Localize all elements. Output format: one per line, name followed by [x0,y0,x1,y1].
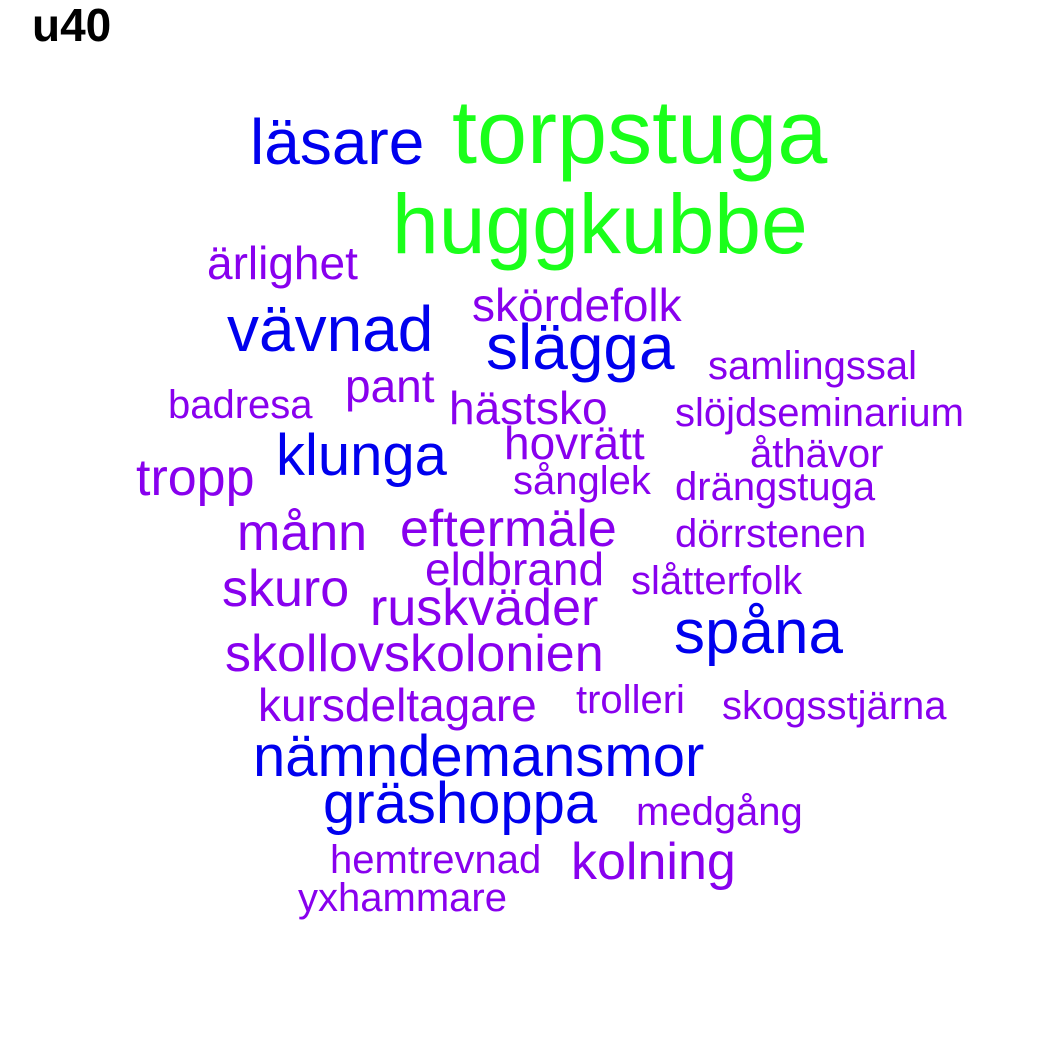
word-28: skollovskolonien [225,625,604,683]
word-32: medgång [636,790,803,834]
word-35: yxhammare [298,876,507,920]
word-8: gräshoppa [323,771,598,836]
word-33: hemtrevnad [330,838,542,882]
word-10: skördefolk [472,279,682,331]
word-6: klunga [276,423,447,488]
word-7: nämndemansmor [253,724,705,789]
word-1: huggkubbe [392,177,808,271]
word-34: kolning [571,833,736,891]
word-29: kursdeltagare [258,679,537,731]
word-30: trolleri [576,678,685,722]
word-13: badresa [168,383,313,427]
word-20: drängstuga [675,465,876,509]
word-9: ärlighet [207,237,358,289]
word-21: månn [237,504,368,562]
word-12: pant [345,360,435,412]
word-22: eftermäle [400,500,617,558]
word-24: eldbrand [425,543,605,595]
word-2: läsare [250,106,425,178]
word-5: spåna [674,598,843,667]
word-25: slåtterfolk [631,559,803,603]
word-16: hovrätt [504,417,645,469]
panel-title: u40 [32,0,112,51]
word-26: skuro [222,560,350,618]
word-19: sånglek [513,459,651,503]
word-0: torpstuga [452,83,828,183]
word-31: skogsstjärna [722,684,947,728]
word-23: dörrstenen [675,512,867,556]
word-11: samlingssal [708,344,917,388]
word-17: åthävor [750,432,884,476]
word-27: ruskväder [370,579,599,637]
word-15: slöjdseminarium [675,391,964,435]
word-4: slägga [486,311,675,383]
word-14: hästsko [449,382,608,434]
word-18: tropp [136,449,255,507]
word-3: vävnad [227,293,434,365]
